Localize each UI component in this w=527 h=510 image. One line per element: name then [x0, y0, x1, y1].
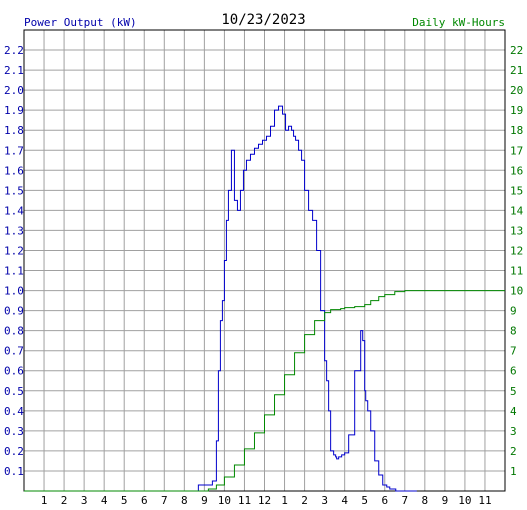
left-tick-label: 1.9 — [4, 104, 24, 117]
x-tick-label: 4 — [101, 494, 108, 507]
left-tick-label: 0.1 — [4, 465, 24, 478]
power-output-line — [194, 105, 417, 492]
left-tick-label: 0.2 — [4, 445, 24, 458]
x-tick-label: 6 — [141, 494, 148, 507]
x-tick-label: 1 — [41, 494, 48, 507]
right-tick-label: 22 — [510, 44, 523, 57]
right-tick-label: 2 — [510, 445, 517, 458]
left-tick-label: 0.8 — [4, 325, 24, 338]
daily-kwh-line — [24, 290, 505, 492]
x-axis: 1 2 3 4 5 6 7 8 9 10 11 12 1 2 3 4 5 6 7 8 9 10 11 — [41, 494, 492, 507]
right-tick-label: 21 — [510, 64, 523, 77]
x-tick-label: 12 — [258, 494, 271, 507]
right-tick-label: 3 — [510, 425, 517, 438]
x-tick-label: 8 — [181, 494, 188, 507]
right-tick-label: 18 — [510, 124, 523, 137]
right-tick-label: 6 — [510, 365, 517, 378]
left-tick-label: 0.6 — [4, 365, 24, 378]
right-tick-label: 13 — [510, 224, 523, 237]
left-axis-label: Power Output (kW) — [24, 16, 137, 29]
left-tick-label: 0.7 — [4, 345, 24, 358]
left-tick-label: 1.7 — [4, 144, 24, 157]
plot-frame — [23, 29, 506, 492]
x-tick-label: 7 — [161, 494, 168, 507]
left-tick-label: 1.5 — [4, 184, 24, 197]
right-tick-label: 7 — [510, 345, 517, 358]
left-tick-label: 2.2 — [4, 44, 24, 57]
left-tick-label: 0.4 — [4, 405, 24, 418]
right-tick-label: 11 — [510, 265, 523, 278]
right-tick-label: 15 — [510, 184, 523, 197]
left-tick-label: 1.1 — [4, 265, 24, 278]
right-tick-label: 12 — [510, 244, 523, 257]
series-lines — [24, 105, 505, 492]
grid-lines — [24, 30, 505, 491]
x-tick-label: 10 — [218, 494, 231, 507]
right-tick-label: 16 — [510, 164, 523, 177]
right-tick-label: 9 — [510, 305, 517, 318]
left-tick-label: 1.4 — [4, 204, 24, 217]
right-tick-label: 19 — [510, 104, 523, 117]
x-tick-label: 8 — [422, 494, 429, 507]
x-tick-label: 2 — [61, 494, 68, 507]
left-tick-label: 2.1 — [4, 64, 24, 77]
x-tick-label: 11 — [478, 494, 491, 507]
left-tick-label: 1.8 — [4, 124, 24, 137]
x-tick-label: 1 — [281, 494, 288, 507]
x-tick-label: 7 — [401, 494, 408, 507]
chart-title: 10/23/2023 — [221, 12, 305, 28]
right-tick-label: 17 — [510, 144, 523, 157]
x-tick-label: 5 — [121, 494, 128, 507]
left-tick-label: 2.0 — [4, 84, 24, 97]
left-axis: 0.1 0.2 0.3 0.4 0.5 0.6 0.7 0.8 0.9 1.0 1.1 1.2 1.3 1… — [4, 44, 24, 478]
left-tick-label: 1.0 — [4, 285, 24, 298]
left-tick-label: 0.9 — [4, 305, 24, 318]
left-tick-label: 0.5 — [4, 385, 24, 398]
left-tick-label: 1.3 — [4, 224, 24, 237]
x-tick-label: 3 — [81, 494, 88, 507]
x-tick-label: 6 — [381, 494, 388, 507]
x-tick-label: 4 — [341, 494, 348, 507]
right-tick-label: 8 — [510, 325, 517, 338]
right-tick-label: 20 — [510, 84, 523, 97]
right-tick-label: 5 — [510, 385, 517, 398]
left-tick-label: 1.6 — [4, 164, 24, 177]
x-tick-label: 11 — [238, 494, 251, 507]
x-tick-label: 10 — [458, 494, 471, 507]
x-tick-label: 9 — [442, 494, 449, 507]
right-tick-label: 10 — [510, 285, 523, 298]
right-axis-label: Daily kW-Hours — [412, 16, 505, 29]
right-tick-label: 1 — [510, 465, 517, 478]
left-tick-label: 0.3 — [4, 425, 24, 438]
x-tick-label: 9 — [201, 494, 208, 507]
x-tick-label: 3 — [321, 494, 328, 507]
right-tick-label: 14 — [510, 204, 524, 217]
right-tick-label: 4 — [510, 405, 517, 418]
left-tick-label: 1.2 — [4, 244, 24, 257]
x-tick-label: 2 — [301, 494, 308, 507]
x-tick-label: 5 — [361, 494, 368, 507]
